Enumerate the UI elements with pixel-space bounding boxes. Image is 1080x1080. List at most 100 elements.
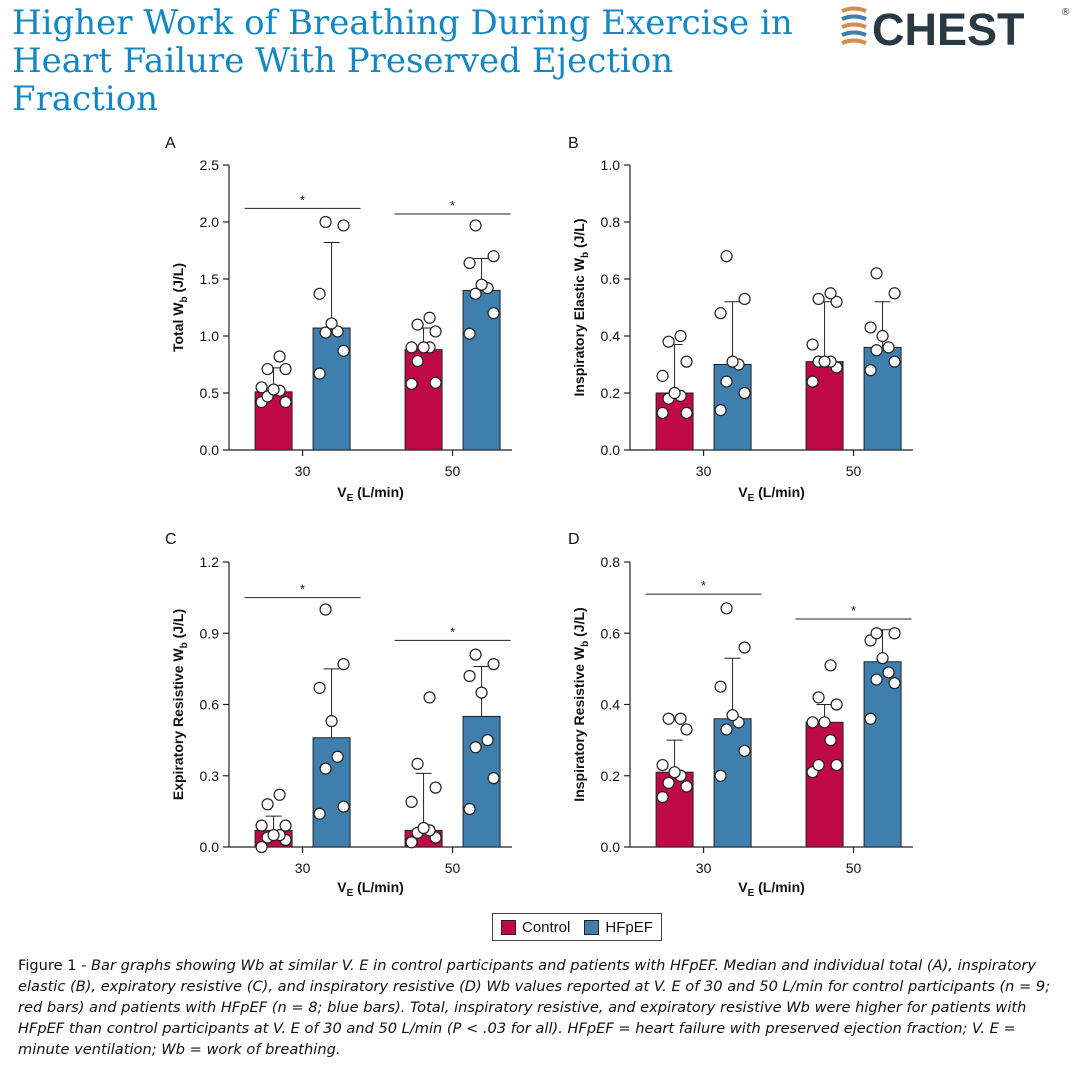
x-axis-label-main: V	[337, 879, 347, 895]
chest-logo-registered: ®	[1062, 7, 1070, 18]
y-axis-label-unit: (J/L)	[571, 218, 587, 251]
data-point	[405, 341, 418, 354]
data-point	[469, 287, 482, 300]
data-point	[469, 648, 482, 661]
data-point	[423, 691, 436, 704]
figure-caption: Figure 1 - Bar graphs showing Wb at simi…	[18, 955, 1063, 1060]
data-point	[680, 355, 693, 368]
data-point	[417, 821, 430, 835]
x-axis-label: VE (L/min)	[738, 879, 805, 899]
data-point	[806, 716, 819, 729]
data-point	[429, 325, 442, 338]
data-point	[475, 278, 488, 291]
data-point	[668, 766, 681, 779]
chest-logo-text: CHEST	[872, 4, 1025, 54]
chest-logo: CHEST ®	[841, 4, 1070, 54]
data-point	[656, 369, 669, 382]
data-point	[656, 758, 669, 772]
data-point	[818, 716, 831, 729]
panel-letter: A	[165, 135, 176, 152]
x-tick-label: 30	[295, 860, 311, 876]
y-tick-label: 0.6	[601, 625, 621, 641]
data-point	[738, 386, 751, 400]
legend-label-control: Control	[522, 918, 571, 936]
y-axis-label-unit: (J/L)	[170, 263, 186, 296]
x-axis-label: VE (L/min)	[738, 484, 805, 504]
y-tick-label: 0.9	[200, 625, 220, 641]
y-axis-label-main: Total W	[170, 302, 186, 352]
data-point	[319, 215, 332, 229]
data-point	[720, 723, 733, 736]
data-point	[337, 800, 350, 813]
y-tick-label: 1.0	[200, 328, 220, 344]
y-axis-label-sub: b	[580, 252, 591, 258]
y-tick-label: 0.6	[200, 697, 220, 713]
data-point	[738, 641, 751, 654]
legend-item-control: Control	[501, 919, 570, 936]
significance-marker: *	[450, 624, 455, 639]
data-point	[469, 741, 482, 754]
x-axis-label-sub: E	[748, 493, 755, 504]
data-point	[674, 329, 687, 343]
data-point	[255, 840, 268, 854]
caption-text: Bar graphs showing Wb at similar V. E in…	[18, 957, 1051, 1058]
data-point	[714, 680, 727, 693]
data-point	[656, 406, 669, 420]
data-point	[463, 669, 476, 683]
data-point	[279, 396, 292, 409]
bar-control	[655, 392, 694, 451]
data-point	[870, 267, 883, 280]
data-point	[313, 807, 326, 820]
data-point	[255, 819, 268, 832]
y-axis-label-sub: b	[179, 642, 190, 648]
data-point	[337, 344, 350, 357]
data-point	[668, 386, 681, 400]
data-point	[337, 658, 350, 671]
x-axis-label-main: V	[337, 484, 347, 500]
data-point	[680, 780, 693, 793]
data-point	[279, 819, 292, 832]
legend-item-hfpef: HFpEF	[584, 919, 653, 936]
y-tick-label: 0.8	[601, 214, 621, 230]
data-point	[337, 219, 350, 232]
y-tick-label: 2.0	[200, 214, 220, 230]
data-point	[279, 362, 292, 376]
data-point	[662, 776, 675, 789]
figure-title: Higher Work of Breathing During Exercise…	[12, 3, 793, 119]
data-point	[680, 406, 693, 420]
data-point	[662, 712, 675, 725]
data-point	[405, 795, 418, 808]
data-point	[738, 292, 751, 306]
data-point	[267, 383, 280, 396]
panel-letter: B	[568, 135, 579, 152]
y-tick-label: 2.5	[200, 157, 220, 173]
data-point	[714, 404, 727, 417]
x-axis-label-sub: E	[347, 493, 354, 504]
y-axis-label: Total Wb (J/L)	[170, 263, 190, 352]
data-point	[864, 712, 877, 725]
data-point	[888, 355, 901, 368]
data-point	[313, 287, 326, 300]
data-point	[325, 715, 338, 728]
data-point	[888, 627, 901, 640]
data-point	[331, 325, 344, 338]
x-tick-label: 30	[295, 463, 311, 479]
data-point	[870, 673, 883, 686]
y-axis-label: Inspiratory Resistive Wb (J/L)	[571, 607, 591, 801]
data-point	[824, 734, 837, 747]
data-point	[313, 681, 326, 694]
y-axis-label-main: Inspiratory Resistive W	[571, 646, 587, 802]
data-point	[806, 338, 819, 351]
data-point	[818, 355, 831, 368]
data-point	[429, 781, 442, 794]
data-point	[423, 311, 436, 324]
y-tick-label: 0.8	[601, 554, 621, 570]
y-tick-label: 0.3	[200, 768, 220, 784]
data-point	[680, 723, 693, 736]
chart-panel-c: C 0.0 0.3 0.6 0.9 1.2 Expiratory Resistive Wb …	[165, 531, 512, 899]
bar-hfpef	[713, 718, 752, 848]
data-point	[273, 350, 286, 363]
data-point	[273, 788, 286, 801]
y-axis-label: Expiratory Resistive Wb (J/L)	[170, 609, 190, 800]
data-point	[487, 307, 500, 320]
